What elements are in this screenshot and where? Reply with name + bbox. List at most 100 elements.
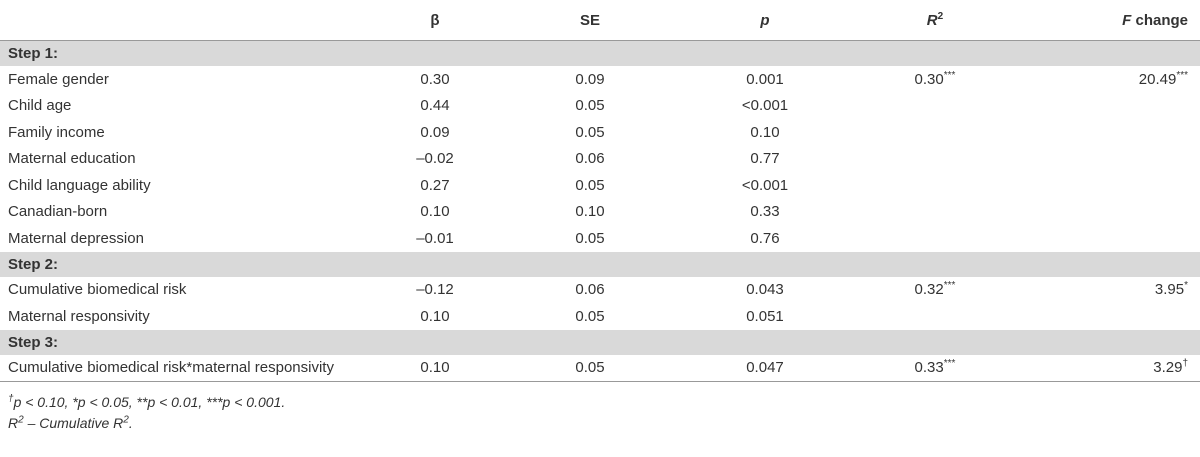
header-cell: R2 — [850, 0, 1020, 41]
cell-text: 0.05 — [575, 97, 605, 115]
row-label: Child language ability — [8, 176, 151, 194]
data-cell: 0.44 — [370, 93, 500, 120]
data-cell — [1020, 146, 1200, 173]
cell-text: 0.047 — [746, 359, 784, 377]
data-row: Maternal education –0.02 0.06 0.77 — [0, 146, 1200, 173]
data-cell: 0.05 — [500, 119, 680, 146]
section-row: Step 2: — [0, 251, 1200, 277]
cell-text: 0.001 — [746, 70, 784, 88]
cell-text: 0.05 — [575, 229, 605, 247]
data-cell: 0.047 — [680, 354, 850, 382]
data-cell: 3.29† — [1020, 354, 1200, 382]
section-row: Step 3: — [0, 329, 1200, 355]
cell-text: 3.29 — [1153, 359, 1183, 377]
footnote-text: . — [128, 415, 133, 431]
cell-text: 0.30 — [914, 70, 944, 88]
cell-text: <0.001 — [741, 97, 789, 115]
header-cell: p — [680, 0, 850, 41]
table-body: β SE p R2 F change Step 1: Female gender 0.30 0.… — [0, 0, 1200, 382]
cell-text: 0.05 — [575, 123, 605, 141]
row-label: Canadian-born — [8, 203, 108, 221]
cell-text: 0.10 — [575, 203, 605, 221]
data-cell: 0.09 — [370, 119, 500, 146]
row-label: Maternal responsivity — [8, 307, 150, 325]
data-cell: –0.02 — [370, 146, 500, 173]
data-cell: 0.10 — [370, 303, 500, 330]
cell-text: 0.05 — [575, 307, 605, 325]
footnote-text: 2 — [18, 414, 24, 426]
data-cell: 0.33*** — [850, 354, 1020, 382]
cell-superscript: *** — [943, 280, 956, 292]
data-cell: 0.05 — [500, 93, 680, 120]
cell-text: p — [760, 11, 770, 29]
cell-text: –0.02 — [416, 150, 454, 168]
data-cell — [850, 303, 1020, 330]
data-row: Family income 0.09 0.05 0.10 — [0, 119, 1200, 146]
cell-superscript: *** — [1176, 69, 1188, 81]
data-cell — [850, 119, 1020, 146]
section-row: Step 1: — [0, 40, 1200, 66]
data-row: Child age 0.44 0.05 <0.001 — [0, 93, 1200, 120]
cell-text: 0.30 — [420, 70, 450, 88]
data-cell: 3.95* — [1020, 277, 1200, 304]
data-row: Maternal responsivity 0.10 0.05 0.051 — [0, 303, 1200, 330]
cell-text: 0.09 — [420, 123, 450, 141]
cell-text: 0.10 — [750, 123, 780, 141]
data-cell: 0.27 — [370, 172, 500, 199]
section-title: Step 1: — [0, 40, 1200, 66]
data-cell — [1020, 172, 1200, 199]
footnote-text: 2 — [123, 414, 129, 426]
data-cell: <0.001 — [680, 172, 850, 199]
data-cell: 0.06 — [500, 277, 680, 304]
data-cell: –0.01 — [370, 225, 500, 252]
data-cell: 0.10 — [680, 119, 850, 146]
data-cell: 0.32*** — [850, 277, 1020, 304]
cell-text: 0.09 — [575, 70, 605, 88]
cell-text: 0.27 — [420, 176, 450, 194]
data-cell — [850, 146, 1020, 173]
data-cell — [850, 199, 1020, 226]
data-cell: –0.12 — [370, 277, 500, 304]
row-label: Cumulative biomedical risk — [8, 281, 187, 299]
footnote-text: p < 0.10, *p < 0.05, **p < 0.01, ***p < … — [13, 394, 286, 410]
data-row: Female gender 0.30 0.09 0.001 0.30*** 20.49**… — [0, 66, 1200, 93]
cell-superscript: * — [1184, 280, 1188, 292]
data-cell: 0.051 — [680, 303, 850, 330]
row-label: Maternal depression — [8, 229, 144, 247]
cell-text: 0.05 — [575, 359, 605, 377]
data-cell: <0.001 — [680, 93, 850, 120]
cell-text: 0.76 — [750, 229, 780, 247]
cell-superscript: *** — [943, 358, 956, 370]
cell-text: 0.043 — [746, 281, 784, 299]
data-cell: 0.30 — [370, 66, 500, 93]
data-cell: 0.10 — [370, 199, 500, 226]
data-cell — [850, 225, 1020, 252]
cell-text: 0.05 — [575, 176, 605, 194]
data-cell: 0.05 — [500, 172, 680, 199]
data-cell: 0.06 — [500, 146, 680, 173]
data-cell: 0.09 — [500, 66, 680, 93]
cell-text: 0.33 — [914, 359, 944, 377]
data-row: Cumulative biomedical risk*maternal resp… — [0, 354, 1200, 382]
data-cell — [1020, 119, 1200, 146]
row-label: Female gender — [8, 70, 109, 88]
section-title: Step 2: — [0, 251, 1200, 277]
footnote-text: R — [8, 415, 19, 431]
cell-text: SE — [579, 11, 600, 29]
data-cell: 0.10 — [500, 199, 680, 226]
data-row: Maternal depression –0.01 0.05 0.76 — [0, 225, 1200, 252]
data-cell — [1020, 303, 1200, 330]
cell-text: 0.77 — [750, 150, 780, 168]
header-cell: F change — [1020, 0, 1200, 41]
footnote-line: R2 – Cumulative R2. — [8, 413, 1200, 434]
header-cell — [0, 0, 370, 41]
cell-text-suffix: change — [1131, 11, 1188, 29]
header-cell: SE — [500, 0, 680, 41]
data-cell: 0.05 — [500, 225, 680, 252]
data-cell: 0.05 — [500, 354, 680, 382]
header-row: β SE p R2 F change — [0, 0, 1200, 41]
row-label: Maternal education — [8, 150, 136, 168]
cell-text: F — [1122, 11, 1132, 29]
data-row: Child language ability 0.27 0.05 <0.001 — [0, 172, 1200, 199]
data-cell: 0.05 — [500, 303, 680, 330]
